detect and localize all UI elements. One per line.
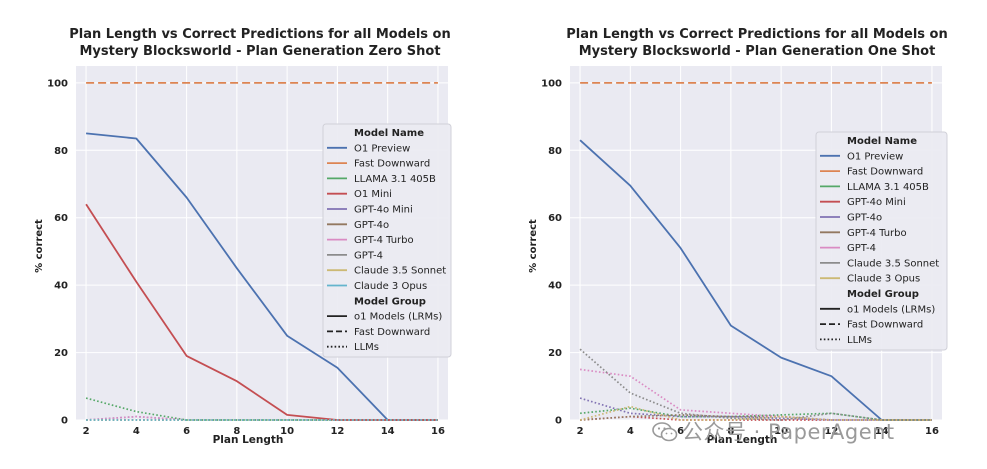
legend-entry: GPT-4o Mini (354, 205, 413, 216)
y-tick-label: 80 (548, 146, 562, 157)
legend-group-entry: Fast Downward (354, 327, 430, 338)
legend-entry: O1 Preview (847, 151, 903, 162)
y-tick-label: 100 (541, 78, 562, 89)
legend-entry: O1 Mini (354, 189, 392, 200)
x-tick-label: 14 (381, 426, 395, 437)
x-tick-label: 4 (627, 426, 634, 437)
legend-box (322, 123, 452, 358)
y-tick-label: 40 (54, 281, 68, 292)
x-tick-label: 12 (824, 426, 838, 437)
y-tick-label: 80 (54, 146, 68, 157)
legend-box (815, 131, 948, 351)
chart-zero-shot: 0 20 40 60 80 100 2 4 6 8 10 12 14 16 Plan Length vs C… (34, 27, 452, 446)
x-tick-label: 16 (925, 426, 939, 437)
x-tick-label: 10 (774, 426, 788, 437)
y-tick-label: 20 (54, 348, 68, 359)
legend-title-models: Model Name (847, 136, 917, 147)
legend-group-entry: o1 Models (LRMs) (847, 304, 935, 315)
chart-subtitle: Mystery Blocksworld - Plan Generation On… (579, 44, 936, 59)
x-tick-label: 14 (875, 426, 889, 437)
y-tick-label: 40 (548, 281, 562, 292)
y-axis-label: % correct (34, 219, 45, 273)
x-tick-label: 12 (330, 426, 344, 437)
legend-group-entry: o1 Models (LRMs) (354, 312, 442, 323)
x-tick-label: 16 (431, 426, 445, 437)
legend-entry: Claude 3.5 Sonnet (354, 266, 446, 277)
y-tick-label: 60 (54, 213, 68, 224)
x-tick-label: 4 (133, 426, 140, 437)
series-line-o1-preview (86, 132, 438, 421)
legend-entry: Fast Downward (354, 159, 430, 170)
legend-group-entry: LLMs (354, 342, 379, 353)
x-tick-label: 8 (233, 426, 240, 437)
series-line-o1-preview (579, 139, 932, 421)
legend-entry: GPT-4 Turbo (354, 235, 414, 246)
chart-title: Plan Length vs Correct Predictions for a… (69, 27, 450, 42)
legend-entry: Claude 3 Opus (354, 281, 427, 292)
x-tick-label: 10 (280, 426, 294, 437)
x-tick-label: 8 (727, 426, 734, 437)
wechat-icon (652, 422, 678, 442)
x-tick-label: 6 (183, 426, 190, 437)
y-tick-label: 100 (47, 78, 68, 89)
watermark-text: 公众号 · PaperAgent (682, 420, 895, 444)
legend-entry: O1 Preview (354, 143, 410, 154)
chart-subtitle: Mystery Blocksworld - Plan Generation Ze… (79, 44, 440, 59)
chart-title: Plan Length vs Correct Predictions for a… (566, 27, 947, 42)
y-axis-label: % correct (528, 219, 539, 273)
series-line-gpt-4o (579, 397, 932, 421)
y-tick-label: 20 (548, 348, 562, 359)
x-tick-label: 2 (83, 426, 90, 437)
legend-entry: Fast Downward (847, 167, 923, 178)
legend-title-groups: Model Group (847, 289, 919, 300)
legend-entry: GPT-4o Mini (847, 197, 906, 208)
x-tick-label: 2 (577, 426, 584, 437)
legend-entry: LLAMA 3.1 405B (847, 182, 929, 193)
legend: Model Name O1 Preview Fast Downward LLAMA 3… (322, 123, 452, 358)
legend-entry: GPT-4o (354, 220, 389, 231)
legend-title-models: Model Name (354, 128, 424, 139)
y-tick-label: 60 (548, 213, 562, 224)
legend-group-entry: Fast Downward (847, 320, 923, 331)
x-axis-label: Plan Length (213, 434, 284, 446)
x-axis-label: Plan Length (707, 434, 778, 446)
x-tick-label: 6 (677, 426, 684, 437)
legend: Model Name O1 Preview Fast Downward LLAMA 3… (815, 131, 948, 351)
chart-one-shot: 0 20 40 60 80 100 2 4 6 8 10 12 14 16 Plan Length vs C… (528, 27, 948, 446)
legend-entry: Claude 3 Opus (847, 274, 920, 285)
legend-entry: GPT-4 (354, 250, 383, 261)
y-tick-label: 0 (555, 416, 562, 427)
legend-group-entry: LLMs (847, 335, 872, 346)
legend-title-groups: Model Group (354, 296, 426, 307)
legend-entry: GPT-4 Turbo (847, 228, 907, 239)
legend-entry: Claude 3.5 Sonnet (847, 258, 939, 269)
watermark: 公众号 · PaperAgent (652, 416, 895, 446)
legend-entry: GPT-4 (847, 243, 876, 254)
series-line-claude-3-opus (579, 405, 932, 421)
y-tick-label: 0 (61, 416, 68, 427)
legend-entry: LLAMA 3.1 405B (354, 174, 436, 185)
legend-entry: GPT-4o (847, 213, 882, 224)
